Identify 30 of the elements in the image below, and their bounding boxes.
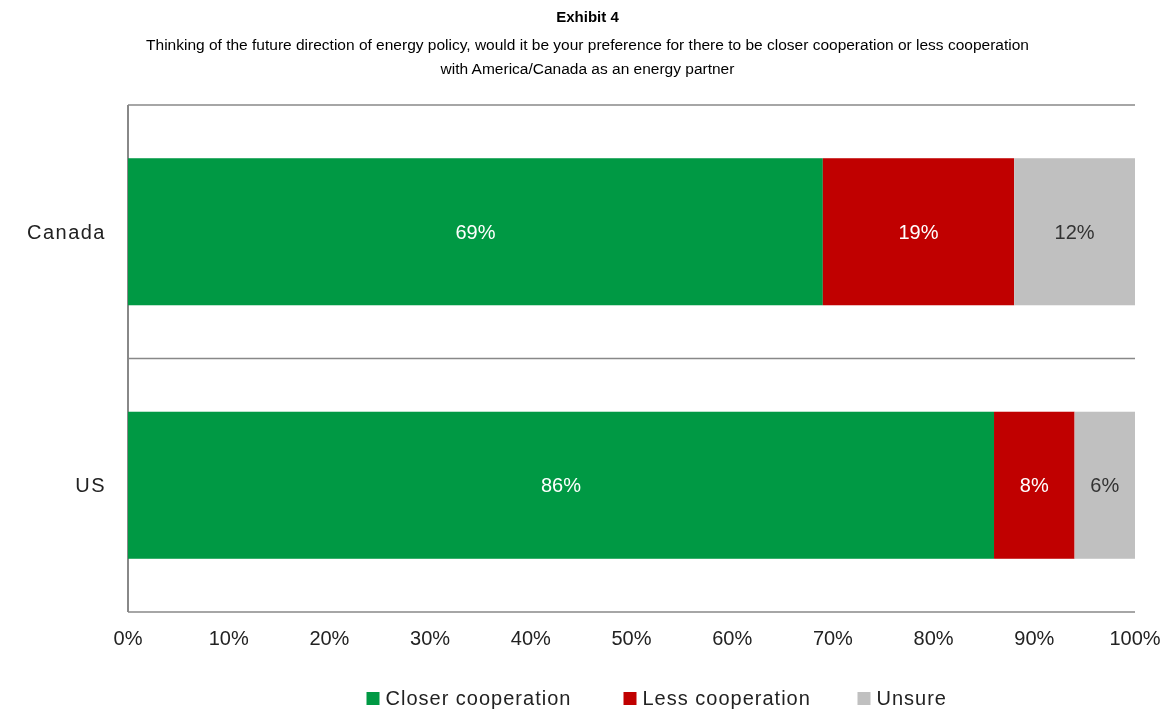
x-tick-label: 100% xyxy=(1109,627,1161,649)
bar xyxy=(1074,411,1135,559)
data-label: 8% xyxy=(1019,474,1049,497)
data-label: 19% xyxy=(898,220,939,243)
x-tick-label: 40% xyxy=(510,627,552,649)
x-tick-label: 20% xyxy=(309,627,350,649)
legend-label: Unsure xyxy=(876,687,947,709)
x-tick-label: 70% xyxy=(812,627,854,649)
data-label: 12% xyxy=(1054,220,1095,243)
bar xyxy=(994,411,1075,559)
x-tick-label: 80% xyxy=(913,627,954,649)
bar xyxy=(822,158,1015,306)
data-label: 6% xyxy=(1090,474,1120,497)
chart-subtitle: Thinking of the future direction of energy policy, would it be your preference for there to be closer cooperation or less cooperation with America/Canada as an energy partner xyxy=(146,36,1029,77)
y-tick-label: Canada xyxy=(26,220,106,243)
bar xyxy=(128,158,823,306)
x-tick-label: 60% xyxy=(712,627,753,649)
x-tick-label: 10% xyxy=(208,627,249,649)
x-tick-label: 50% xyxy=(611,627,652,649)
legend-label: Less cooperation xyxy=(642,687,811,709)
bar xyxy=(1014,158,1135,306)
legend-label: Closer cooperation xyxy=(385,687,572,709)
data-label: 69% xyxy=(455,220,496,243)
y-tick-label: US xyxy=(75,474,106,497)
x-tick-label: 0% xyxy=(113,627,143,649)
bar xyxy=(128,411,995,559)
chart-title: Exhibit 4 xyxy=(556,8,620,25)
x-tick-label: 90% xyxy=(1014,627,1055,649)
x-tick-label: 30% xyxy=(410,627,451,649)
data-label: 86% xyxy=(540,474,582,497)
